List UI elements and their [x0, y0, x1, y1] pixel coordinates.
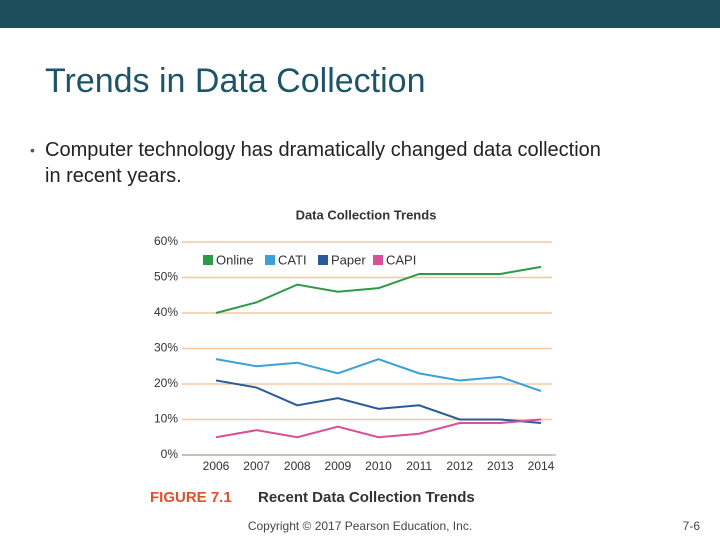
x-tick-label: 2014: [528, 459, 555, 473]
legend-swatch: [373, 255, 383, 265]
y-tick-label: 10%: [154, 412, 178, 426]
legend-label: CAPI: [386, 252, 416, 267]
series-line: [215, 379, 542, 425]
x-tick-label: 2009: [325, 459, 352, 473]
y-tick-label: 60%: [154, 234, 178, 248]
y-tick-label: 30%: [154, 341, 178, 355]
y-tick-label: 20%: [154, 376, 178, 390]
legend-swatch: [265, 255, 275, 265]
series-line: [215, 265, 542, 314]
series-line: [215, 358, 542, 393]
y-tick-label: 40%: [154, 305, 178, 319]
series-line: [215, 418, 542, 439]
footer: Copyright © 2017 Pearson Education, Inc.: [247, 519, 473, 533]
chart-title: Data Collection Trends: [296, 207, 437, 222]
x-tick-label: 2008: [284, 459, 311, 473]
legend-swatch: [318, 255, 328, 265]
legend-label: Paper: [331, 252, 366, 267]
x-tick-label: 2010: [365, 459, 392, 473]
x-tick-label: 2012: [446, 459, 473, 473]
bullet-text: Computer technology has dramatically cha…: [30, 137, 615, 189]
legend-swatch: [203, 255, 213, 265]
figure-title: Recent Data Collection Trends: [258, 489, 475, 506]
page-number: 7-6: [682, 519, 700, 533]
legend-label: CATI: [278, 252, 307, 267]
y-tick-label: 50%: [154, 270, 178, 284]
x-tick-label: 2006: [203, 459, 230, 473]
top-bar: [0, 0, 720, 28]
y-tick-label: 0%: [161, 447, 179, 461]
x-tick-label: 2007: [243, 459, 270, 473]
x-tick-label: 2011: [406, 459, 432, 473]
figure-label: FIGURE 7.1: [150, 489, 232, 506]
x-tick-label: 2013: [487, 459, 514, 473]
slide-title: Trends in Data Collection: [45, 62, 426, 100]
legend-label: Online: [216, 252, 254, 267]
